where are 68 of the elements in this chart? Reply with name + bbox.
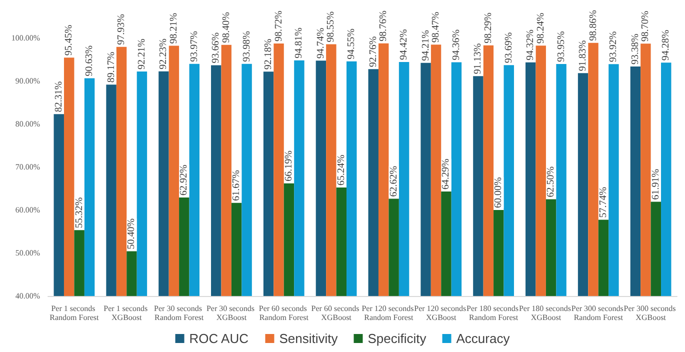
x-tick-label: Per 30 seconds XGBoost — [206, 304, 256, 322]
data-label: 94.55% — [346, 28, 358, 60]
data-label: 93.98% — [241, 31, 252, 62]
data-label: 97.93% — [116, 14, 128, 45]
data-label: 98.24% — [535, 12, 546, 44]
data-label: 64.29% — [440, 158, 452, 190]
y-tick-label: 70.00% — [15, 162, 40, 172]
data-label: 98.40% — [220, 12, 232, 43]
x-tick-label: Per 300 seconds Random Forest — [571, 304, 626, 322]
legend-label: ROC AUC — [189, 331, 249, 346]
data-label: 93.95% — [556, 31, 567, 62]
data-label: 82.31% — [53, 81, 64, 112]
data-label: 98.70% — [640, 10, 652, 42]
data-label: 98.55% — [326, 11, 337, 42]
data-label: 98.72% — [273, 10, 284, 42]
data-label: 62.50% — [546, 166, 557, 198]
data-label: 93.97% — [188, 31, 200, 62]
data-label: 95.45% — [64, 24, 75, 56]
x-tick-label: Per 1 seconds XGBoost — [104, 304, 150, 322]
data-label: 57.74% — [598, 186, 609, 218]
data-label: 61.67% — [231, 170, 242, 201]
data-label: 92.76% — [368, 36, 379, 68]
y-tick-label: 60.00% — [15, 206, 40, 214]
data-label: 98.47% — [430, 12, 442, 43]
data-label: 60.00% — [493, 177, 504, 208]
x-tick-label: Per 60 seconds XGBoost — [311, 304, 362, 322]
y-tick-label: 100.00% — [11, 34, 40, 42]
legend-label: Specificity — [368, 331, 427, 346]
y-tick-label: 50.00% — [15, 248, 40, 258]
x-tick-label: Per 120 seconds Random Forest — [362, 304, 416, 322]
data-label: 94.42% — [398, 29, 410, 60]
legend-label: Sensitivity — [279, 331, 338, 346]
y-tick-label: 40.00% — [15, 292, 40, 300]
data-label: 90.63% — [84, 45, 96, 76]
data-label: 93.92% — [608, 31, 620, 62]
x-tick-label: Per 1 seconds Random Forest — [50, 304, 100, 322]
data-label: 93.69% — [503, 32, 514, 64]
data-label: 91.83% — [578, 40, 589, 72]
data-label: 93.66% — [210, 32, 222, 64]
data-label: 91.13% — [472, 43, 484, 74]
data-label: 92.23% — [158, 38, 170, 70]
data-label: 50.40% — [126, 218, 138, 250]
data-label: 98.29% — [482, 12, 494, 44]
data-label: 62.92% — [178, 164, 190, 196]
data-label: 94.21% — [420, 30, 432, 61]
data-label: 92.18% — [263, 38, 274, 70]
data-label: 94.28% — [660, 30, 672, 61]
y-tick-label: 90.00% — [15, 76, 40, 86]
y-tick-label: 80.00% — [15, 120, 40, 128]
data-label: 98.86% — [588, 10, 599, 41]
data-label: 65.24% — [336, 154, 347, 186]
data-label: 66.19% — [283, 150, 294, 182]
data-label: 94.74% — [315, 28, 326, 59]
data-label: 61.91% — [650, 168, 662, 200]
x-tick-label: Per 30 seconds Random Forest — [154, 304, 204, 322]
data-label: 94.81% — [294, 27, 305, 58]
data-label: 94.32% — [525, 30, 536, 60]
data-label: 89.17% — [106, 52, 117, 83]
data-label: 94.36% — [450, 29, 462, 60]
data-label: 62.62% — [388, 166, 400, 197]
data-label: 98.76% — [378, 10, 390, 42]
legend-label: Accuracy — [456, 331, 510, 346]
data-label: 98.21% — [168, 12, 180, 44]
data-label: 93.38% — [630, 34, 641, 64]
x-tick-label: Per 300 seconds XGBoost — [624, 304, 678, 322]
x-tick-label: Per 60 seconds Random Forest — [258, 304, 310, 322]
data-label: 92.21% — [136, 38, 148, 70]
data-label: 55.32% — [74, 197, 85, 228]
